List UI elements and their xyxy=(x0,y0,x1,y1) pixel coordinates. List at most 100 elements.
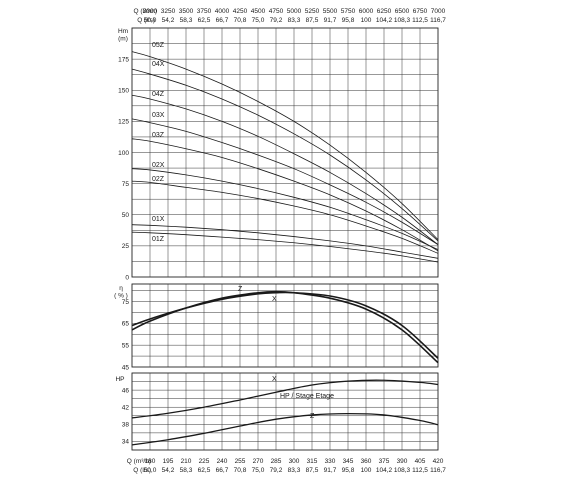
top_ls-tick: 91,7 xyxy=(324,17,337,24)
bottom_ls-tick: 112,5 xyxy=(412,467,428,474)
top_ls-tick: 58,3 xyxy=(180,17,193,24)
power-ytick-label: 46 xyxy=(122,387,130,394)
bottom_ls-tick: 95,8 xyxy=(342,467,355,474)
bottom_m3h-tick: 420 xyxy=(433,458,444,465)
efficiency-ylabel: η( % ) xyxy=(114,285,128,300)
bottom_ls-label: Q (l/s) xyxy=(133,467,151,474)
bottom_ls-tick: 62,5 xyxy=(198,467,211,474)
top_ls-tick: 54,2 xyxy=(162,17,175,24)
head-series-label-05z: 05Z xyxy=(152,42,165,49)
bottom_m3h-tick: 210 xyxy=(181,458,192,465)
head-ytick-label: 0 xyxy=(125,274,129,281)
bottom_ls-tick: 54,2 xyxy=(162,467,175,474)
top_ls-tick: 112,5 xyxy=(412,17,428,24)
head-ytick-label: 175 xyxy=(118,56,129,63)
power-ytick-label: 34 xyxy=(122,439,130,446)
bottom_m3h-tick: 285 xyxy=(271,458,282,465)
power-curve-z xyxy=(131,412,439,446)
head-series-label-03x: 03X xyxy=(152,112,165,119)
top_ls-tick: 104,2 xyxy=(376,17,393,24)
head-ytick-label: 25 xyxy=(122,243,130,250)
top_lmn-tick: 5500 xyxy=(323,8,338,15)
bottom_m3h-tick: 375 xyxy=(379,458,390,465)
bottom_ls-tick: 50,0 xyxy=(144,467,157,474)
top_lmn-tick: 6000 xyxy=(359,8,374,15)
grid-layer xyxy=(131,27,439,451)
head-curve-01z xyxy=(131,231,439,263)
bottom_m3h-tick: 255 xyxy=(235,458,246,465)
bottom_m3h-tick: 300 xyxy=(289,458,300,465)
head-series-label-01x: 01X xyxy=(152,216,165,223)
power-panel-frame xyxy=(131,372,439,451)
bottom_ls-tick: 58,3 xyxy=(180,467,193,474)
top_lmn-tick: 6250 xyxy=(377,8,392,15)
power-annotation: HP / Stage Etage xyxy=(280,393,334,400)
bottom_ls-tick: 87,5 xyxy=(306,467,319,474)
head-ylabel: Hm (m) xyxy=(118,28,128,43)
bottom_ls-tick: 66,7 xyxy=(216,467,229,474)
top_lmn-tick: 5750 xyxy=(341,8,356,15)
efficiency-ytick-label: 75 xyxy=(122,299,130,306)
top_lmn-tick: 6750 xyxy=(413,8,428,15)
top_lmn-tick: 5250 xyxy=(305,8,320,15)
head-ytick-label: 125 xyxy=(118,119,129,126)
bottom_ls-tick: 75,0 xyxy=(252,467,265,474)
bottom_m3h-tick: 345 xyxy=(343,458,354,465)
power-ytick-label: 42 xyxy=(122,405,130,412)
top_lmn-tick: 4000 xyxy=(215,8,230,15)
bottom_ls-tick: 116,7 xyxy=(430,467,446,474)
head-series-label-03z: 03Z xyxy=(152,132,165,139)
top_lmn-tick: 7000 xyxy=(431,8,446,15)
power-ytick-label: 38 xyxy=(122,422,130,429)
top_ls-tick: 62,5 xyxy=(198,17,211,24)
efficiency-ytick-label: 45 xyxy=(122,364,130,371)
bottom_m3h-tick: 405 xyxy=(415,458,426,465)
top_lmn-tick: 3500 xyxy=(179,8,194,15)
head-curve-02x xyxy=(131,168,439,250)
bottom_m3h-tick: 225 xyxy=(199,458,210,465)
head-ytick-label: 150 xyxy=(118,88,129,95)
head-series-label-02x: 02X xyxy=(152,162,165,169)
top_ls-tick: 83,3 xyxy=(288,17,301,24)
head-curve-03z xyxy=(131,138,439,252)
power-series-label-x: X xyxy=(272,376,277,383)
top_ls-tick: 87,5 xyxy=(306,17,319,24)
axis-layer: 0 25 50 75 100 125 150 175 45 55 65 75 34 38 42 46 Hm (m)… xyxy=(114,8,446,474)
bottom_ls-tick: 79,2 xyxy=(270,467,283,474)
top_lmn-tick: 4250 xyxy=(233,8,248,15)
top_lmn-tick: 3000 xyxy=(143,8,158,15)
top_lmn-tick: 4500 xyxy=(251,8,266,15)
head-series-label-04z: 04Z xyxy=(152,91,165,98)
bottom_m3h-tick: 330 xyxy=(325,458,336,465)
top_lmn-label: Q (l/mn) xyxy=(134,8,157,15)
bottom_m3h-tick: 180 xyxy=(145,458,156,465)
head-curve-04z xyxy=(131,94,439,245)
top_ls-tick: 75,0 xyxy=(252,17,265,24)
head-ytick-label: 50 xyxy=(122,212,130,219)
head-curve-04x xyxy=(131,68,439,242)
top_lmn-tick: 3750 xyxy=(197,8,212,15)
top_ls-tick: 70,8 xyxy=(234,17,247,24)
head-curve-01x xyxy=(131,224,439,259)
head-curve-02z xyxy=(131,180,439,254)
head-series-label-04x: 04X xyxy=(152,61,165,68)
label-layer: 05Z 04X 04Z 03X 03Z 02X 02Z 01X 01Z Z X X Z HP / Stag… xyxy=(152,42,334,420)
power-ylabel: HP xyxy=(115,376,124,383)
head-curve-05z xyxy=(131,51,439,240)
bottom_m3h-tick: 315 xyxy=(307,458,318,465)
head-curve-03x xyxy=(131,118,439,245)
top_ls-tick: 116,7 xyxy=(430,17,446,24)
top_lmn-tick: 3250 xyxy=(161,8,176,15)
efficiency-ytick-label: 55 xyxy=(122,342,130,349)
power-series-label-z: Z xyxy=(310,413,315,420)
power-curve-x xyxy=(131,379,439,419)
efficiency-curve-x xyxy=(131,291,439,359)
bottom_ls-tick: 70,8 xyxy=(234,467,247,474)
bottom_ls-tick: 83,3 xyxy=(288,467,301,474)
top_ls-tick: 100 xyxy=(361,17,372,24)
top_lmn-tick: 6500 xyxy=(395,8,410,15)
efficiency-series-label-x: X xyxy=(272,296,277,303)
efficiency-curve-z xyxy=(131,290,439,364)
bottom_m3h-tick: 390 xyxy=(397,458,408,465)
